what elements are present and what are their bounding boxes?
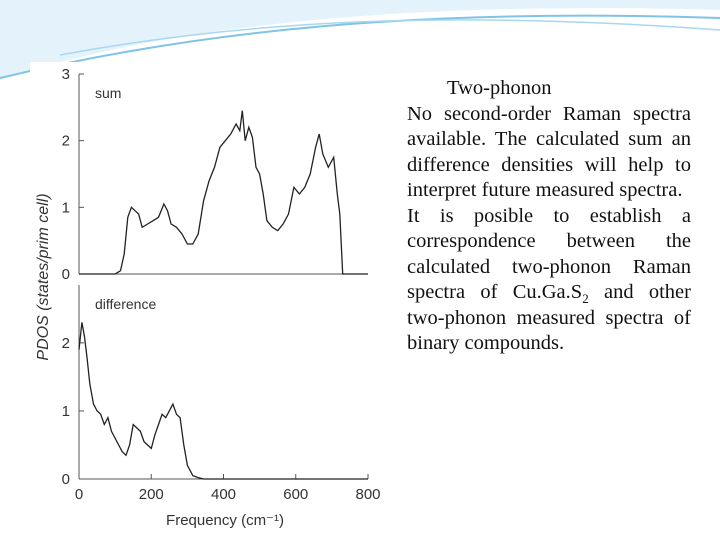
subscript: 2: [582, 291, 589, 307]
y-axis-label: PDOS (states/prim cell): [35, 193, 52, 360]
y-tick-label: 1: [62, 199, 70, 216]
decor-swoosh: [0, 14, 720, 79]
paragraph: No second-order Raman spectra available.…: [407, 102, 691, 202]
heading: Two-phonon: [447, 77, 552, 99]
x-tick-label: 200: [139, 486, 164, 503]
decor-swoosh: [59, 19, 720, 56]
paragraph: It is posible to establish a corresponde…: [407, 204, 691, 357]
y-tick-label: 0: [62, 471, 70, 488]
x-tick-label: 400: [211, 486, 236, 503]
data-line: [79, 110, 368, 275]
data-line: [78, 322, 368, 480]
text: It is posible to establish a corresponde…: [407, 204, 691, 304]
panel-label: sum: [95, 85, 121, 101]
y-tick-label: 2: [62, 335, 70, 352]
text-box: Two-phonon No second-order Raman spectra…: [407, 76, 691, 357]
decor-band: [0, 0, 720, 80]
y-tick-label: 2: [62, 133, 70, 150]
x-tick-label: 0: [75, 486, 83, 503]
chart-area: [30, 62, 396, 532]
panel-label: difference: [95, 296, 156, 312]
text: and other two-phonon measured spectra of…: [407, 281, 691, 354]
x-axis-label: Frequency (cm⁻¹): [166, 512, 284, 529]
x-tick-label: 800: [355, 486, 380, 503]
x-tick-label: 600: [283, 486, 308, 503]
y-tick-label: 1: [62, 403, 70, 420]
y-tick-label: 0: [62, 266, 70, 283]
y-tick-label: 3: [62, 66, 70, 83]
